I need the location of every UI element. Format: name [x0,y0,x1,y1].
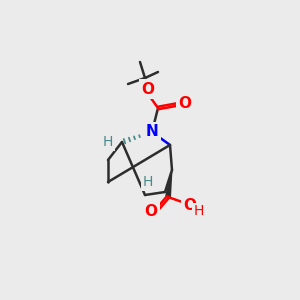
Text: O: O [145,205,158,220]
Text: O: O [184,197,196,212]
Text: N: N [146,124,158,140]
Text: O: O [178,97,191,112]
Polygon shape [165,170,172,197]
Text: H: H [194,204,204,218]
Text: H: H [143,175,153,189]
Text: O: O [142,82,154,97]
Text: H: H [103,135,113,149]
